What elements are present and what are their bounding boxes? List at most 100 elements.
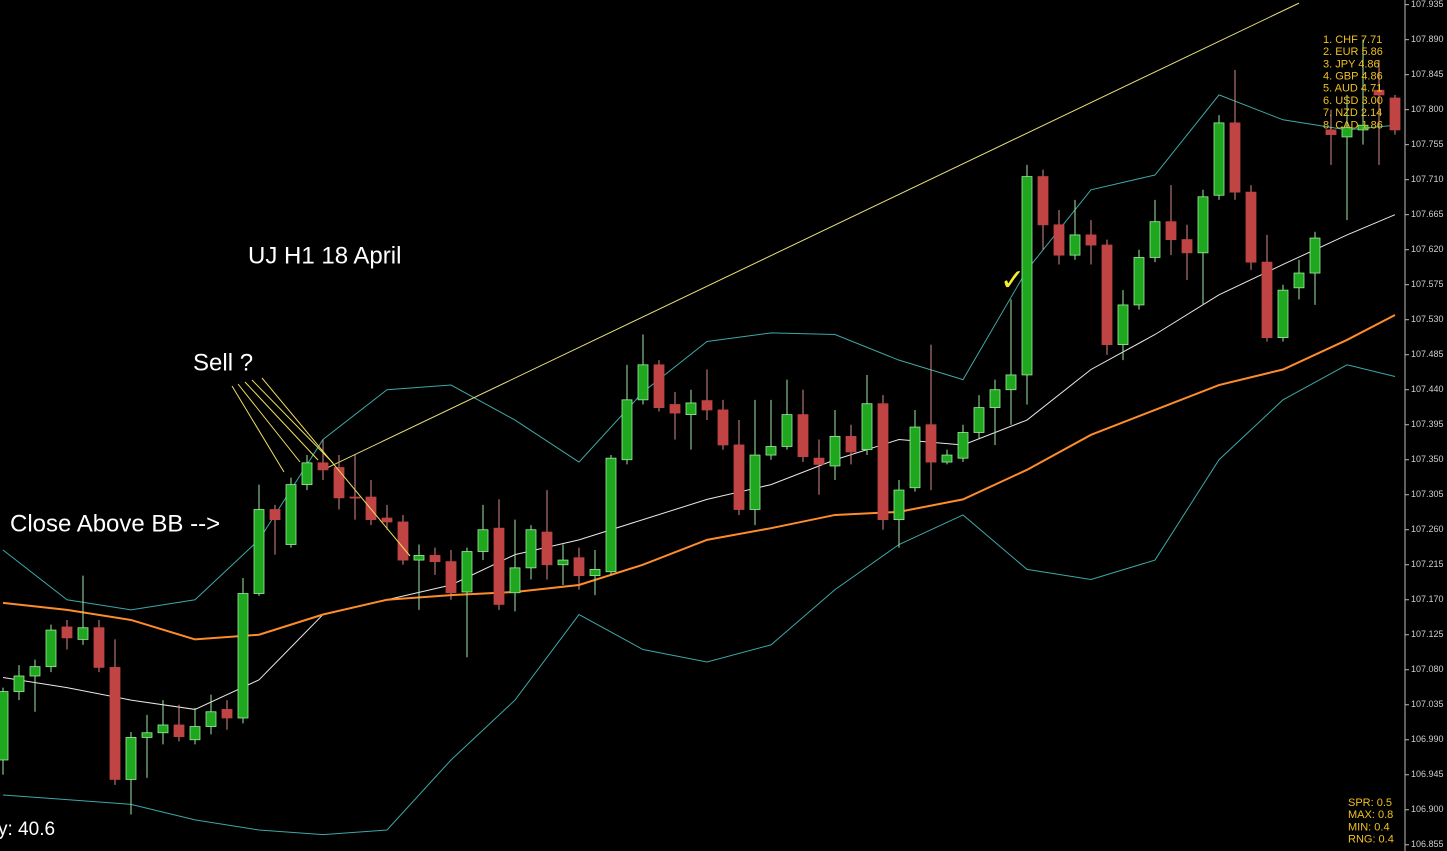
candle-body <box>861 403 873 451</box>
candle-body <box>205 711 217 727</box>
arrow-line <box>237 383 301 463</box>
candle-body <box>1117 304 1129 346</box>
candle-body <box>1357 124 1369 131</box>
candle-body <box>381 517 393 523</box>
candle-body <box>1085 234 1097 246</box>
candle-body <box>45 629 57 668</box>
y-tick-label: 107.035 <box>1411 699 1444 709</box>
candle-body <box>605 457 617 573</box>
candle-body <box>29 666 41 677</box>
candle-body <box>893 489 905 521</box>
chart-title: UJ H1 18 April <box>248 242 401 269</box>
sell-arrows <box>231 377 411 557</box>
candle-body <box>813 457 825 465</box>
y-tick-label: 107.395 <box>1411 419 1444 429</box>
candle-body <box>1389 97 1401 131</box>
candle-body <box>669 404 681 414</box>
candle-body <box>285 484 297 545</box>
candle-body <box>1293 272 1305 289</box>
candle-body <box>477 529 489 552</box>
strength-row: 3. JPY 4.86 <box>1323 58 1380 70</box>
y-tick-label: 107.440 <box>1411 384 1444 394</box>
candle-body <box>349 496 361 499</box>
y-tick-label: 107.710 <box>1411 174 1444 184</box>
candle-body <box>733 444 745 510</box>
candle-body <box>13 675 25 692</box>
indicator-line <box>322 2 1300 471</box>
strength-row: 8. CAD 1.86 <box>1323 119 1383 131</box>
candle-body <box>1053 224 1065 256</box>
candle-body <box>1101 244 1113 346</box>
candle-body <box>1005 374 1017 391</box>
candle-body <box>781 414 793 447</box>
y-tick-label: 107.170 <box>1411 594 1444 604</box>
candle-body <box>989 389 1001 409</box>
candle-body <box>1149 221 1161 258</box>
y-tick-label: 106.900 <box>1411 804 1444 814</box>
candle-body <box>509 567 521 594</box>
annotation: Sell ? <box>193 349 253 376</box>
candle-body <box>93 627 105 668</box>
candle-body <box>253 509 265 594</box>
y-tick-label: 107.575 <box>1411 279 1444 289</box>
indicator-line <box>2 94 1396 611</box>
candle-body <box>189 726 201 741</box>
candle-body <box>77 627 89 640</box>
y-tick-label: 106.855 <box>1411 839 1444 849</box>
candle-layer <box>0 39 1401 815</box>
y-tick-label: 107.350 <box>1411 454 1444 464</box>
candle-body <box>493 527 505 605</box>
spread-row: SPR: 0.5 <box>1348 797 1392 809</box>
candle-body <box>829 435 841 467</box>
candle-body <box>141 732 153 738</box>
candle-body <box>0 691 9 761</box>
candle-body <box>125 737 137 780</box>
candle-body <box>909 426 921 489</box>
candle-body <box>1133 257 1145 306</box>
candle-body <box>1181 239 1193 254</box>
candle-body <box>397 521 409 561</box>
candle-body <box>1309 237 1321 274</box>
y-tick-label: 107.260 <box>1411 524 1444 534</box>
candle-body <box>653 364 665 409</box>
candle-body <box>173 724 185 738</box>
candle-body <box>1021 176 1033 376</box>
y-tick-label: 107.935 <box>1411 0 1444 9</box>
candle-body <box>333 467 345 499</box>
candle-body <box>765 446 777 456</box>
y-tick-label: 107.755 <box>1411 139 1444 149</box>
strength-row: 6. USD 3.00 <box>1323 95 1383 107</box>
candle-body <box>221 709 233 719</box>
candle-body <box>61 626 73 639</box>
y-tick-label: 107.800 <box>1411 104 1444 114</box>
candle-body <box>845 435 857 453</box>
candle-body <box>1213 122 1225 196</box>
candle-body <box>877 403 889 521</box>
candle-body <box>109 667 121 780</box>
candle-body <box>269 509 281 521</box>
spread-row: MIN: 0.4 <box>1348 821 1390 833</box>
candle-body <box>429 555 441 563</box>
candle-body <box>525 529 537 569</box>
candle-body <box>1229 122 1241 193</box>
candle-body <box>701 400 713 411</box>
y-tick-label: 107.215 <box>1411 559 1444 569</box>
candle-body <box>1277 289 1289 338</box>
spread-row: MAX: 0.8 <box>1348 809 1393 821</box>
candle-body <box>717 409 729 446</box>
candle-body <box>1261 261 1273 338</box>
candle-body <box>541 531 553 566</box>
candle-body <box>237 593 249 719</box>
candle-body <box>573 557 585 577</box>
y-tick-label: 106.990 <box>1411 734 1444 744</box>
spread-row: RNG: 0.4 <box>1348 834 1394 846</box>
y-tick-label: 107.080 <box>1411 664 1444 674</box>
arrow-line <box>251 379 334 464</box>
candle-body <box>461 551 473 593</box>
candle-body <box>1341 127 1353 138</box>
indicator-line <box>2 364 1396 836</box>
y-tick-label: 107.620 <box>1411 244 1444 254</box>
candle-body <box>557 559 569 566</box>
